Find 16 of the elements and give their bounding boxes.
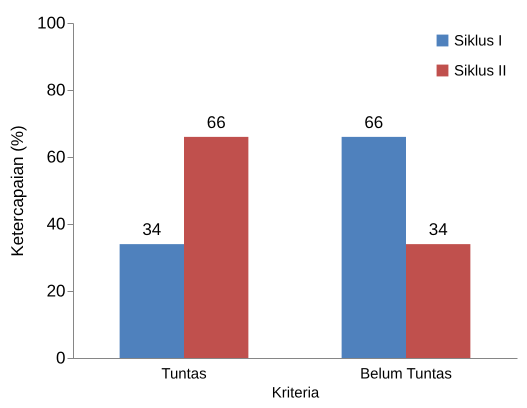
x-axis-title: Kriteria <box>272 384 320 402</box>
y-tick-label: 40 <box>46 214 66 234</box>
data-label: 66 <box>206 112 226 132</box>
y-tick-label: 20 <box>46 282 66 300</box>
y-tick-label: 60 <box>46 148 66 166</box>
y-axis-title: Ketercapaian (%) <box>8 125 28 257</box>
y-tick-label: 80 <box>46 80 66 100</box>
y-tick-label: 0 <box>56 348 66 368</box>
legend-label: Siklus II <box>454 62 507 80</box>
legend-label: Siklus I <box>454 32 502 50</box>
data-label: 34 <box>142 220 162 240</box>
x-tick-label: Tuntas <box>161 366 207 382</box>
data-label: 34 <box>428 220 448 240</box>
y-tick-label: 100 <box>37 14 66 32</box>
x-tick-label: Belum Tuntas <box>360 366 452 382</box>
data-label: 66 <box>364 112 384 132</box>
